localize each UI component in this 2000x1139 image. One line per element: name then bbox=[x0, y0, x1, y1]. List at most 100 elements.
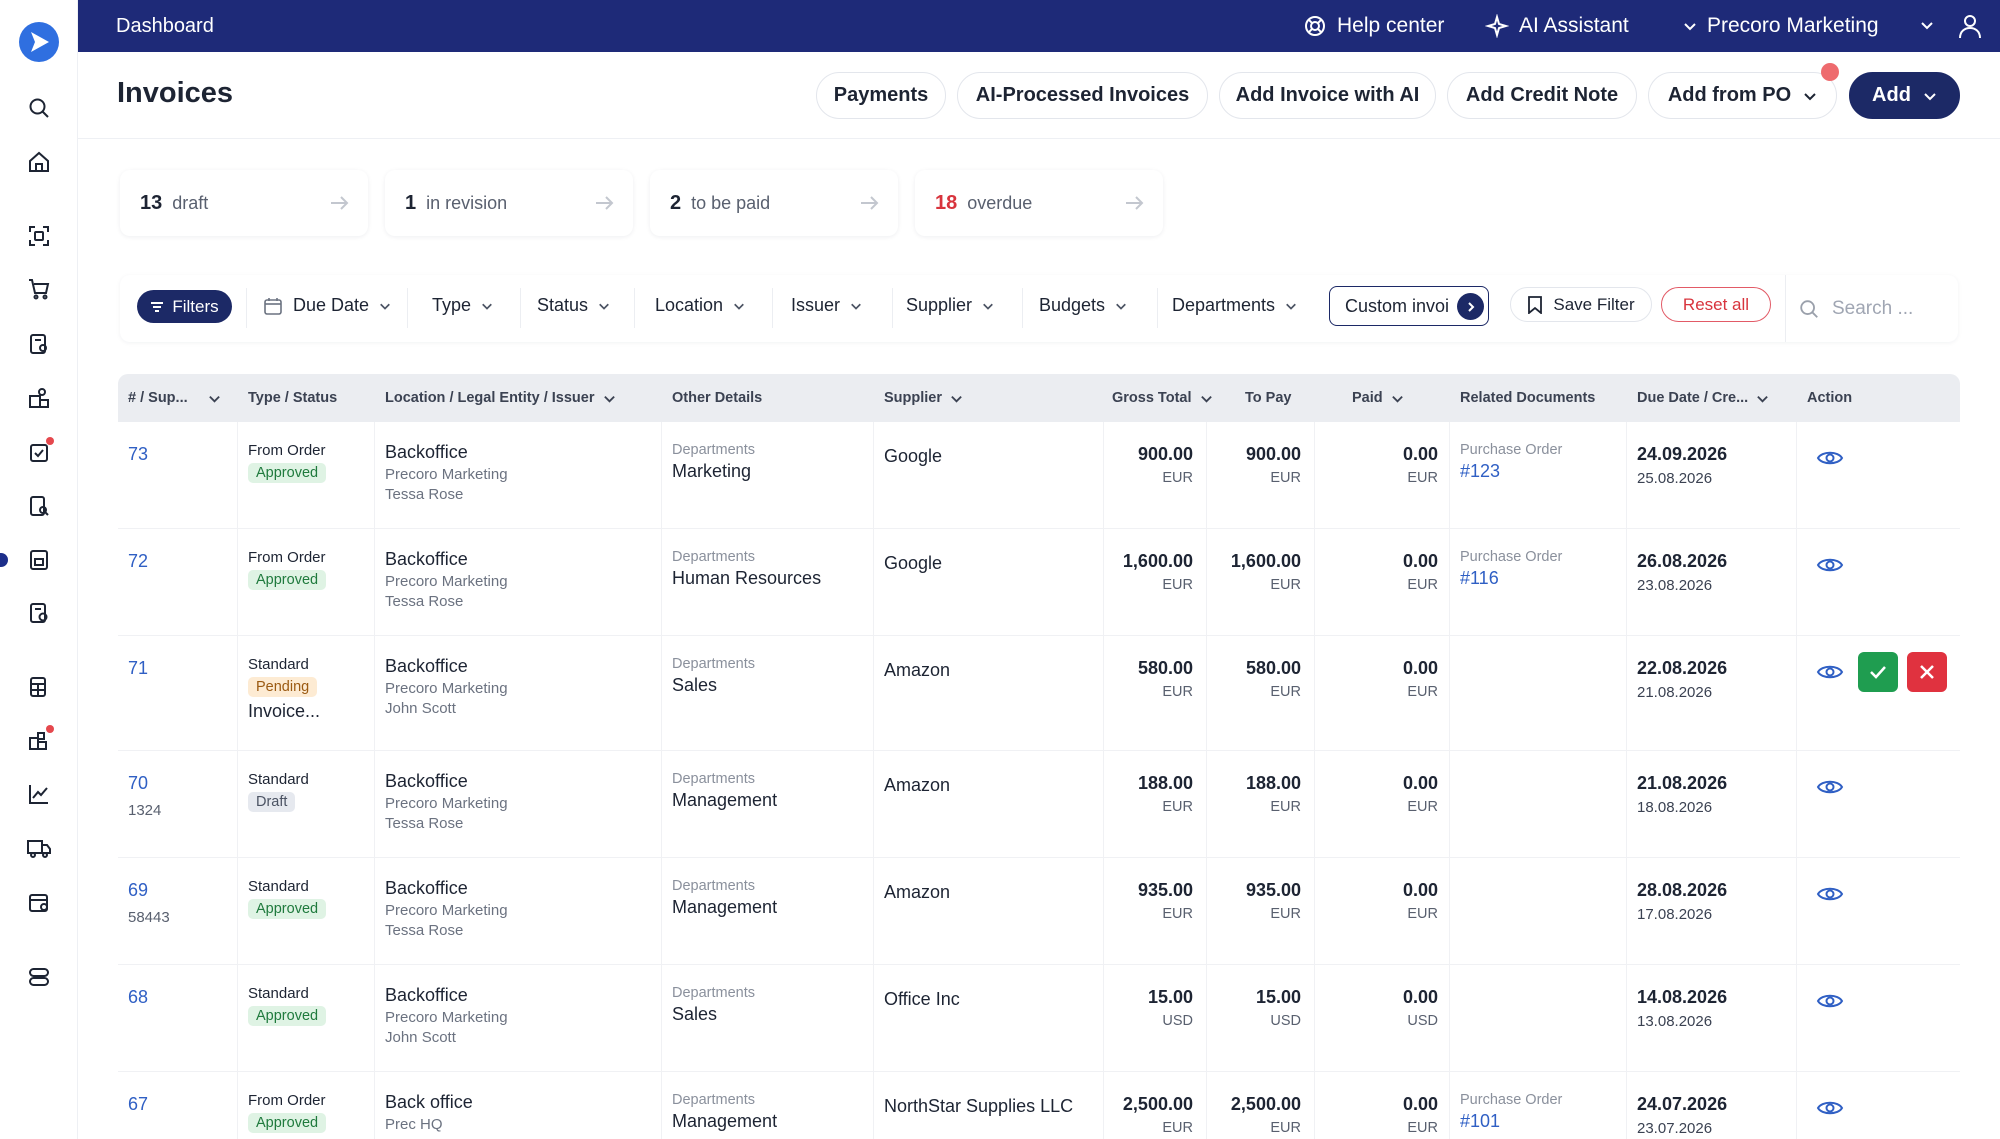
user-menu-chevron[interactable] bbox=[1920, 18, 1934, 32]
budget-icon[interactable] bbox=[23, 724, 55, 756]
ai-processed-invoices-button[interactable]: AI-Processed Invoices bbox=[957, 72, 1208, 119]
related-document-label: Purchase Order bbox=[1460, 549, 1563, 565]
add-label: Add bbox=[1872, 84, 1911, 106]
invoice-icon[interactable] bbox=[23, 544, 55, 576]
add-invoice-with-ai-button[interactable]: Add Invoice with AI bbox=[1219, 72, 1436, 119]
legal-entity: Precoro Marketing bbox=[385, 1009, 508, 1026]
chevron-right-icon[interactable] bbox=[1457, 293, 1484, 320]
table-row[interactable]: 72 From Order Approved Backoffice Precor… bbox=[118, 529, 1960, 636]
ai-assistant-link[interactable]: AI Assistant bbox=[1485, 14, 1629, 38]
scan-document-icon[interactable] bbox=[23, 220, 55, 252]
help-center-link[interactable]: Help center bbox=[1303, 14, 1444, 38]
budgets-filter[interactable]: Budgets bbox=[1039, 295, 1127, 316]
delivery-truck-icon[interactable] bbox=[23, 832, 55, 864]
analytics-icon[interactable] bbox=[23, 778, 55, 810]
search-icon[interactable] bbox=[23, 92, 55, 124]
approval-icon[interactable] bbox=[23, 436, 55, 468]
table-row[interactable]: 71 Standard Pending Invoice... Backoffic… bbox=[118, 636, 1960, 751]
filter-lines-icon bbox=[151, 301, 164, 312]
summary-card-overdue[interactable]: 18 overdue bbox=[915, 170, 1163, 236]
supplier-filter[interactable]: Supplier bbox=[906, 295, 994, 316]
search-box[interactable]: Search ... bbox=[1785, 275, 1958, 342]
calendar-icon bbox=[264, 297, 282, 315]
column-header-gross-total[interactable]: Gross Total bbox=[1112, 390, 1213, 406]
location-filter[interactable]: Location bbox=[655, 295, 745, 316]
supplier-name: Amazon bbox=[884, 882, 951, 902]
purchase-order-link[interactable]: #101 bbox=[1460, 1111, 1501, 1131]
legal-entity: Precoro Marketing bbox=[385, 680, 508, 697]
column-header-paid[interactable]: Paid bbox=[1352, 390, 1404, 406]
due-date: 24.09.2026 bbox=[1637, 444, 1728, 464]
table-row[interactable]: 68 Standard Approved Backoffice Precoro … bbox=[118, 965, 1960, 1072]
column-header-due-date[interactable]: Due Date / Cre... bbox=[1637, 390, 1769, 406]
currency: EUR bbox=[1162, 577, 1193, 593]
currency: EUR bbox=[1162, 906, 1193, 922]
table-row[interactable]: 67 From Order Approved Back office Prec … bbox=[118, 1072, 1960, 1139]
created-date: 13.08.2026 bbox=[1637, 1013, 1713, 1030]
purchase-order-link[interactable]: #116 bbox=[1460, 568, 1499, 588]
view-eye-icon[interactable] bbox=[1816, 555, 1844, 580]
view-eye-icon[interactable] bbox=[1816, 1098, 1844, 1123]
search-input[interactable]: Search ... bbox=[1832, 297, 1914, 319]
type-filter[interactable]: Type bbox=[432, 295, 493, 316]
column-header-location[interactable]: Location / Legal Entity / Issuer bbox=[385, 390, 616, 406]
add-from-po-button[interactable]: Add from PO bbox=[1648, 72, 1837, 119]
summary-card-to-be-paid[interactable]: 2 to be paid bbox=[650, 170, 898, 236]
invoice-type: Standard bbox=[248, 878, 309, 895]
summary-card-draft[interactable]: 13 draft bbox=[120, 170, 368, 236]
spreadsheet-icon[interactable] bbox=[23, 671, 55, 703]
view-eye-icon[interactable] bbox=[1816, 991, 1844, 1016]
home-icon[interactable] bbox=[23, 146, 55, 178]
legal-entity: Precoro Marketing bbox=[385, 902, 508, 919]
invoice-number-link[interactable]: 68 bbox=[128, 987, 149, 1007]
column-header-number[interactable]: # / Sup... bbox=[128, 390, 221, 406]
payments-button[interactable]: Payments bbox=[816, 72, 946, 119]
approve-button[interactable] bbox=[1858, 652, 1898, 692]
cart-icon[interactable] bbox=[23, 273, 55, 305]
add-button[interactable]: Add bbox=[1849, 72, 1960, 119]
departments-filter[interactable]: Departments bbox=[1172, 295, 1297, 316]
invoice-number-link[interactable]: 73 bbox=[128, 444, 149, 464]
view-eye-icon[interactable] bbox=[1816, 662, 1844, 687]
sparkle-icon bbox=[1485, 14, 1509, 38]
table-row[interactable]: 73 From Order Approved Backoffice Precor… bbox=[118, 422, 1960, 529]
view-eye-icon[interactable] bbox=[1816, 448, 1844, 473]
paid: 0.00 bbox=[1402, 658, 1438, 678]
view-eye-icon[interactable] bbox=[1816, 884, 1844, 909]
reject-button[interactable] bbox=[1907, 652, 1947, 692]
summary-card-in-revision[interactable]: 1 in revision bbox=[385, 170, 633, 236]
due-date: 22.08.2026 bbox=[1637, 658, 1728, 678]
document-search-icon[interactable] bbox=[23, 490, 55, 522]
invoice-number-link[interactable]: 72 bbox=[128, 551, 149, 571]
table-row[interactable]: 69 58443 Standard Approved Backoffice Pr… bbox=[118, 858, 1960, 965]
notification-dot bbox=[46, 725, 54, 733]
status-filter[interactable]: Status bbox=[537, 295, 610, 316]
view-eye-icon[interactable] bbox=[1816, 777, 1844, 802]
custom-invoice-filter[interactable]: Custom invoi bbox=[1329, 286, 1489, 326]
invoice-number-link[interactable]: 70 bbox=[128, 773, 149, 793]
column-header-supplier[interactable]: Supplier bbox=[884, 390, 963, 406]
legal-entity: Precoro Marketing bbox=[385, 573, 508, 590]
calendar-icon[interactable] bbox=[23, 886, 55, 918]
save-filter-button[interactable]: Save Filter bbox=[1510, 287, 1652, 322]
filters-button[interactable]: Filters bbox=[137, 290, 232, 323]
table-row[interactable]: 70 1324 Standard Draft Backoffice Precor… bbox=[118, 751, 1960, 858]
currency: EUR bbox=[1162, 799, 1193, 815]
reset-all-button[interactable]: Reset all bbox=[1661, 287, 1771, 322]
receipt-icon[interactable] bbox=[23, 597, 55, 629]
add-credit-note-button[interactable]: Add Credit Note bbox=[1447, 72, 1637, 119]
invoice-number-link[interactable]: 67 bbox=[128, 1094, 149, 1114]
gross-total: 935.00 bbox=[1137, 880, 1193, 900]
inventory-icon[interactable] bbox=[23, 382, 55, 414]
server-icon[interactable] bbox=[23, 961, 55, 993]
invoice-number-link[interactable]: 71 bbox=[128, 658, 149, 678]
user-icon[interactable] bbox=[1958, 13, 1982, 39]
invoice-number-link[interactable]: 69 bbox=[128, 880, 149, 900]
logo-icon[interactable] bbox=[19, 22, 59, 62]
purchase-order-link[interactable]: #123 bbox=[1460, 461, 1501, 481]
invoice-settings-icon[interactable] bbox=[23, 328, 55, 360]
company-switcher[interactable]: Precoro Marketing bbox=[1683, 14, 1879, 38]
due-date-filter[interactable]: Due Date bbox=[263, 295, 391, 316]
issuer-filter[interactable]: Issuer bbox=[791, 295, 862, 316]
topbar-title[interactable]: Dashboard bbox=[116, 15, 214, 37]
